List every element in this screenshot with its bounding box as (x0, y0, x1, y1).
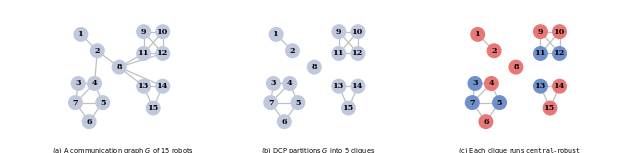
Text: 14: 14 (157, 82, 168, 90)
Text: 15: 15 (148, 104, 159, 112)
Text: 6: 6 (282, 118, 287, 126)
Text: 9: 9 (141, 28, 147, 36)
Text: 2: 2 (290, 47, 295, 55)
Circle shape (492, 95, 507, 110)
Text: 10: 10 (554, 28, 565, 36)
Text: 12: 12 (353, 49, 364, 58)
Text: (a) A communication graph $G$ of 15 robots: (a) A communication graph $G$ of 15 robo… (52, 146, 194, 153)
Circle shape (467, 76, 483, 91)
Circle shape (266, 76, 281, 91)
Circle shape (552, 79, 567, 94)
Circle shape (351, 79, 365, 94)
Circle shape (508, 60, 524, 75)
Text: (b) DCP partitions $G$ into 5 cliques: (b) DCP partitions $G$ into 5 cliques (261, 146, 376, 153)
Circle shape (136, 46, 151, 61)
Text: 11: 11 (333, 49, 344, 58)
Text: 3: 3 (472, 80, 477, 88)
Circle shape (136, 79, 151, 94)
Text: 5: 5 (100, 99, 106, 107)
Text: 3: 3 (271, 80, 276, 88)
Text: 14: 14 (352, 82, 364, 90)
Circle shape (285, 43, 300, 58)
Circle shape (95, 95, 110, 110)
Text: 6: 6 (86, 118, 92, 126)
Text: 12: 12 (157, 49, 168, 58)
Circle shape (146, 101, 161, 116)
Circle shape (70, 76, 86, 91)
Text: 11: 11 (138, 49, 149, 58)
Circle shape (277, 114, 292, 129)
Circle shape (341, 101, 356, 116)
Text: 5: 5 (295, 99, 301, 107)
Circle shape (263, 95, 278, 110)
Text: 10: 10 (157, 28, 168, 36)
Circle shape (156, 79, 170, 94)
Text: 8: 8 (312, 63, 317, 71)
Circle shape (307, 60, 322, 75)
Circle shape (552, 46, 567, 61)
Circle shape (74, 27, 88, 42)
Text: 9: 9 (336, 28, 342, 36)
Text: 1: 1 (475, 30, 481, 38)
Circle shape (533, 79, 548, 94)
Circle shape (533, 46, 548, 61)
Circle shape (82, 114, 97, 129)
Circle shape (90, 43, 105, 58)
Circle shape (552, 24, 567, 39)
Circle shape (269, 27, 284, 42)
Circle shape (136, 24, 151, 39)
Text: 8: 8 (513, 63, 518, 71)
Circle shape (351, 46, 365, 61)
Circle shape (486, 43, 502, 58)
Text: 6: 6 (483, 118, 489, 126)
Text: 13: 13 (138, 82, 149, 90)
Circle shape (332, 24, 346, 39)
Text: 1: 1 (78, 30, 84, 38)
Text: 9: 9 (538, 28, 543, 36)
Text: 2: 2 (492, 47, 497, 55)
Text: 3: 3 (76, 80, 81, 88)
Circle shape (533, 24, 548, 39)
Circle shape (332, 79, 346, 94)
Text: 7: 7 (268, 99, 273, 107)
Circle shape (156, 46, 170, 61)
Text: 1: 1 (273, 30, 279, 38)
Circle shape (543, 101, 557, 116)
Text: 13: 13 (535, 82, 546, 90)
Circle shape (111, 60, 127, 75)
Text: 4: 4 (92, 80, 97, 88)
Text: 4: 4 (287, 80, 292, 88)
Text: 15: 15 (545, 104, 556, 112)
Text: 8: 8 (116, 63, 122, 71)
Text: 11: 11 (534, 49, 546, 58)
Circle shape (484, 76, 499, 91)
Circle shape (470, 27, 485, 42)
Circle shape (68, 95, 83, 110)
Text: 2: 2 (95, 47, 100, 55)
Text: (c) Each clique runs $\mathtt{central}$-$\mathtt{robust}$: (c) Each clique runs $\mathtt{central}$-… (458, 146, 582, 153)
Circle shape (291, 95, 305, 110)
Text: 10: 10 (353, 28, 364, 36)
Text: 14: 14 (554, 82, 565, 90)
Circle shape (332, 46, 346, 61)
Text: 15: 15 (343, 104, 354, 112)
Text: 7: 7 (73, 99, 78, 107)
Circle shape (479, 114, 493, 129)
Circle shape (282, 76, 297, 91)
Text: 13: 13 (333, 82, 344, 90)
Circle shape (465, 95, 480, 110)
Text: 7: 7 (470, 99, 475, 107)
Text: 12: 12 (554, 49, 565, 58)
Circle shape (87, 76, 102, 91)
Text: 4: 4 (488, 80, 494, 88)
Circle shape (351, 24, 365, 39)
Text: 5: 5 (497, 99, 502, 107)
Circle shape (156, 24, 170, 39)
